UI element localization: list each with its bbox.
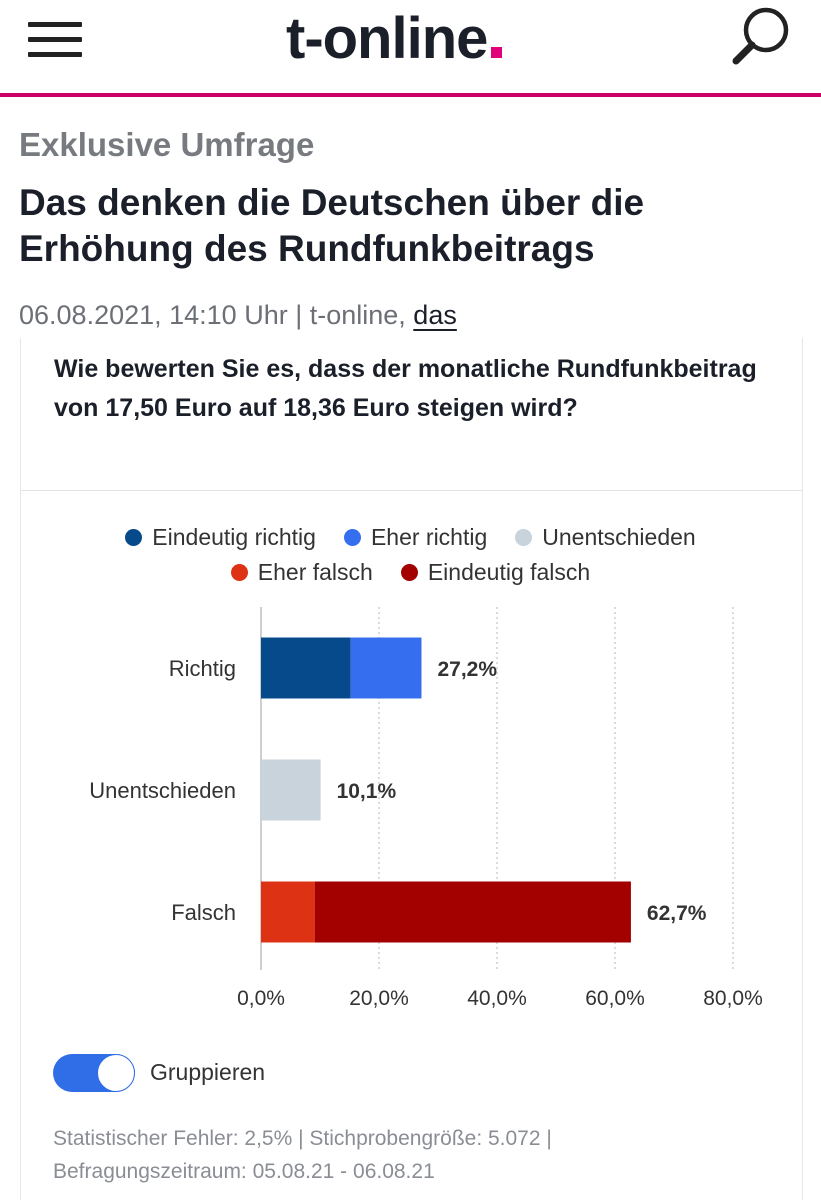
survey-footnote: Statistischer Fehler: 2,5% | Stichproben… [53,1122,793,1188]
legend-item[interactable]: Unentschieden [515,524,696,551]
hamburger-menu-icon[interactable] [28,20,84,60]
header-accent-line [0,93,821,97]
legend-item[interactable]: Eindeutig richtig [125,524,316,551]
bar-total-label: 62,7% [647,902,707,925]
group-toggle[interactable] [53,1054,135,1092]
toggle-knob [97,1054,135,1092]
x-tick-label: 20,0% [349,987,409,1010]
author-link[interactable]: das [413,300,457,330]
legend-item[interactable]: Eher falsch [230,559,373,586]
legend-row: Eher falsch Eindeutig falsch [20,555,801,590]
legend-dot [125,529,143,546]
legend-label: Eindeutig richtig [152,524,316,550]
legend-label: Eher richtig [370,524,488,550]
toggle-label: Gruppieren [150,1059,266,1085]
x-tick-label: 40,0% [467,987,527,1010]
category-label: Falsch [171,900,236,925]
bar-segment [261,881,315,943]
bar-total-label: 27,2% [437,658,497,681]
legend-label: Unentschieden [542,524,696,550]
bar-segment [350,637,422,699]
legend-dot [343,529,361,546]
legend-label: Eindeutig falsch [427,559,591,585]
stacked-bar-chart: 0,0% 20,0% 40,0% 60,0% 80,0% Richtig 27,2% Unen… [89,607,763,1010]
x-tick-label: 80,0% [703,987,763,1010]
legend-dot [400,564,418,581]
poll-question: Wie bewerten Sie es, dass der monatliche… [54,355,757,422]
bar-segment [314,881,631,943]
category-label: Unentschieden [89,778,236,803]
article-kicker: Exklusive Umfrage [19,126,315,163]
footnote-stats: Statistischer Fehler: 2,5% | Stichproben… [53,1127,552,1150]
category-label: Richtig [169,656,236,681]
article-meta: 06.08.2021, 14:10 Uhr | t-online, das [19,300,457,331]
legend-item[interactable]: Eindeutig falsch [400,559,591,586]
article-headline: Das denken die Deutschen über die Erhöhu… [19,182,645,269]
site-header: t-online [0,0,821,94]
legend-row: Eindeutig richtig Eher richtig Unentschied… [20,520,801,555]
legend-item[interactable]: Eher richtig [343,524,488,551]
search-icon[interactable] [728,6,796,68]
meta-date-source: 06.08.2021, 14:10 Uhr | t-online, [19,300,414,330]
bar-segment [261,759,321,821]
footnote-period: Befragungszeitraum: 05.08.21 - 06.08.21 [53,1160,435,1183]
x-tick-label: 60,0% [585,987,645,1010]
bar-total-label: 10,1% [337,780,397,803]
logo-dot [491,47,503,58]
x-tick-label: 0,0% [237,987,285,1010]
legend-dot [230,564,248,581]
divider [21,490,802,491]
bar-segment [261,637,351,699]
chart-legend: Eindeutig richtig Eher richtig Unentschied… [20,520,801,590]
legend-dot [515,529,533,546]
site-logo[interactable]: t-online [286,6,503,72]
poll-card: Wie bewerten Sie es, dass der monatliche… [20,338,803,1200]
legend-label: Eher falsch [257,559,373,585]
logo-text: t-online [286,6,488,71]
